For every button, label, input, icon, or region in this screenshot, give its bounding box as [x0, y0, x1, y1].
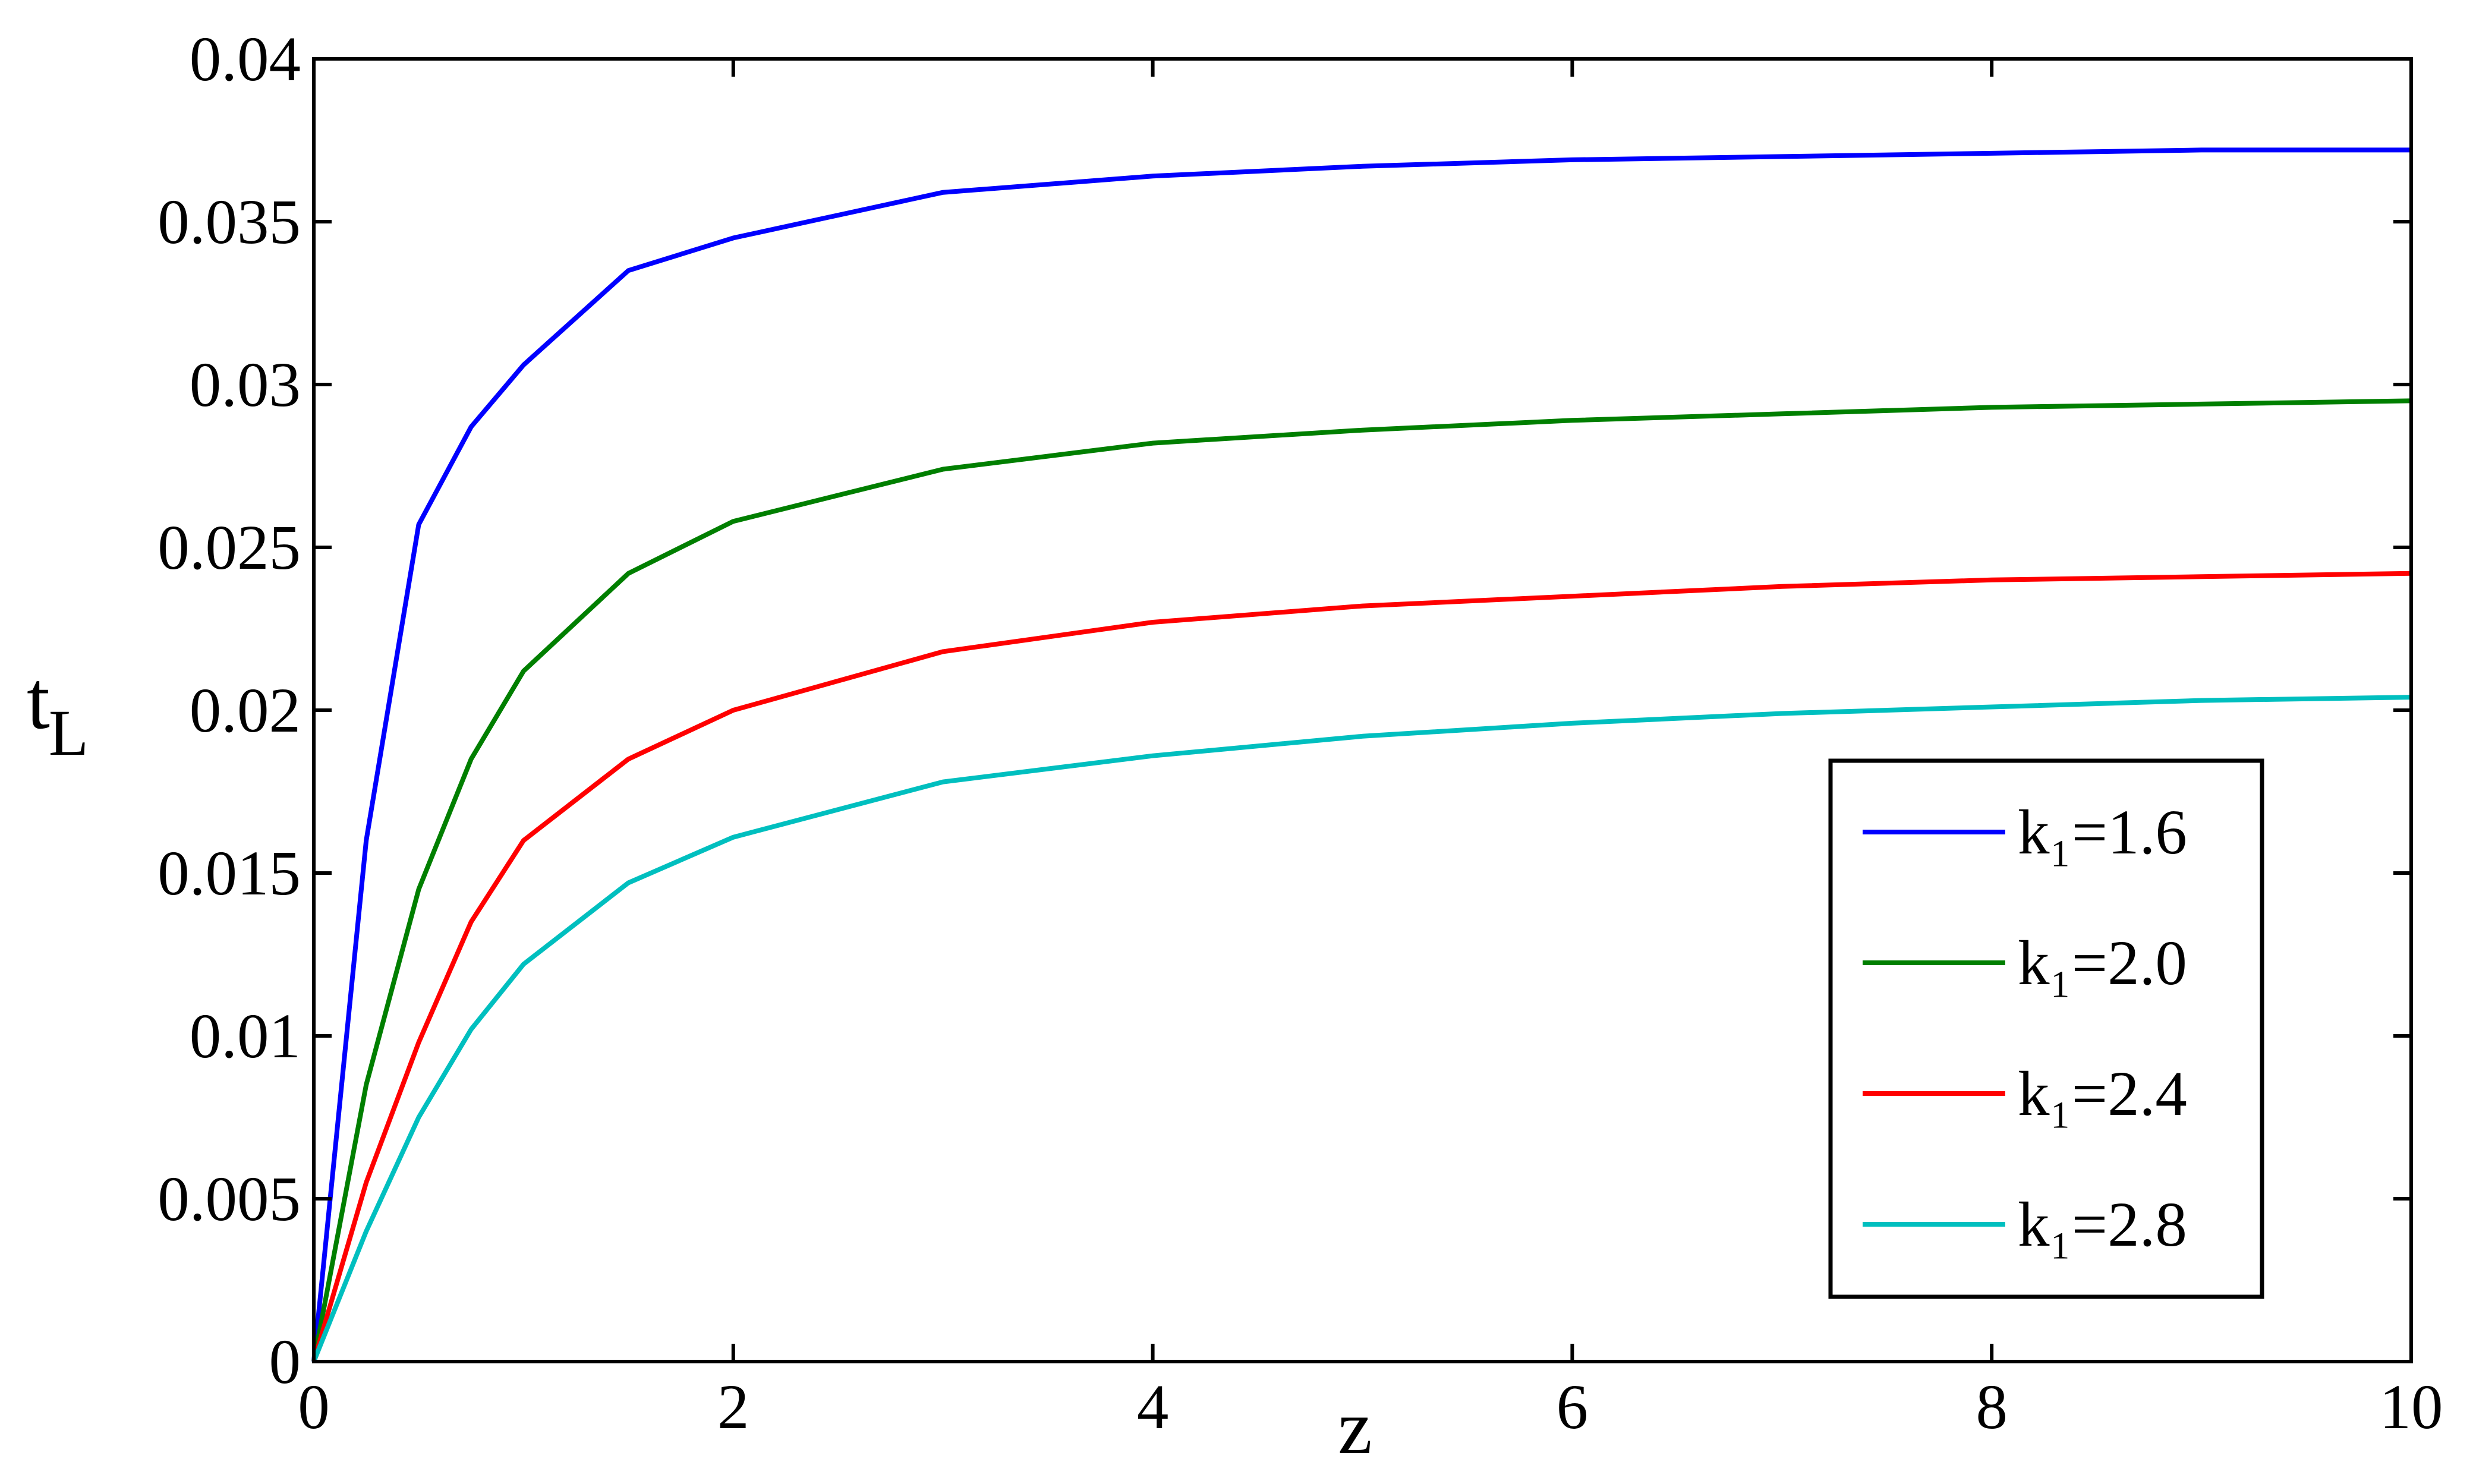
y-axis-label-base: t [27, 654, 50, 746]
series-line [311, 398, 2412, 1362]
x-axis-label: z [1338, 1385, 1372, 1470]
y-tick-label: 0.035 [157, 187, 301, 257]
y-tick-label: 0.005 [157, 1164, 301, 1234]
x-tick-label: 6 [1557, 1372, 1589, 1442]
y-tick-label: 0.03 [190, 350, 301, 420]
legend-label: k₁=1.6 [2018, 798, 2187, 868]
x-tick-label: 4 [1137, 1372, 1169, 1442]
series-line [311, 571, 2412, 1363]
legend-box [1828, 758, 2264, 1299]
y-tick-label: 0.04 [190, 24, 301, 94]
legend-label: k₁=2.4 [2018, 1059, 2187, 1129]
y-tick-label: 0.025 [157, 513, 301, 583]
series-line [311, 695, 2412, 1363]
y-tick-label: 0.01 [190, 1001, 301, 1072]
x-tick-label: 8 [1976, 1372, 2008, 1442]
y-axis-label-sub: L [49, 697, 89, 769]
y-tick-label: 0 [269, 1327, 301, 1397]
legend-label: k₁=2.8 [2018, 1190, 2187, 1260]
x-tick-label: 2 [717, 1372, 749, 1442]
y-axis-label: tL [27, 654, 89, 769]
y-tick-label: 0.02 [190, 676, 301, 746]
series-line [311, 147, 2411, 1362]
y-tick-label: 0.015 [157, 839, 301, 909]
legend-label: k₁=2.0 [2018, 928, 2187, 998]
x-tick-label: 10 [2380, 1372, 2443, 1442]
x-tick-label: 0 [298, 1372, 330, 1442]
